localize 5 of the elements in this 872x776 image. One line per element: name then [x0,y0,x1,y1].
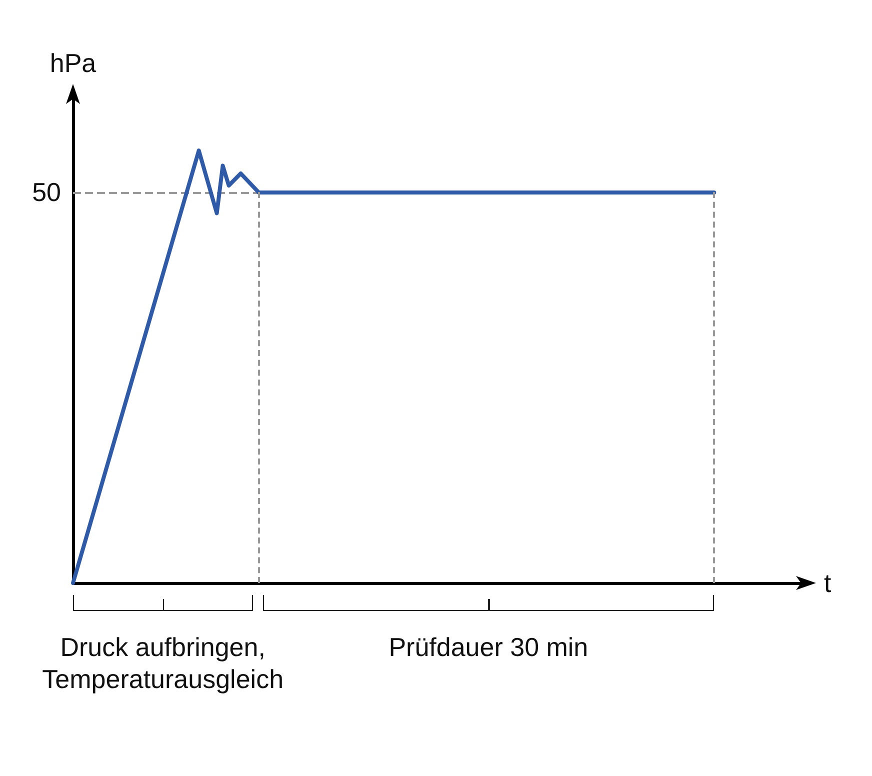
text: Druck aufbringen, Temperaturausgleich [41,631,285,695]
y-axis-title: hPa [50,48,97,78]
x-axis-title: t [824,568,832,598]
text: 50 [31,176,61,208]
text: Prüfdauer 30 min [388,631,590,663]
